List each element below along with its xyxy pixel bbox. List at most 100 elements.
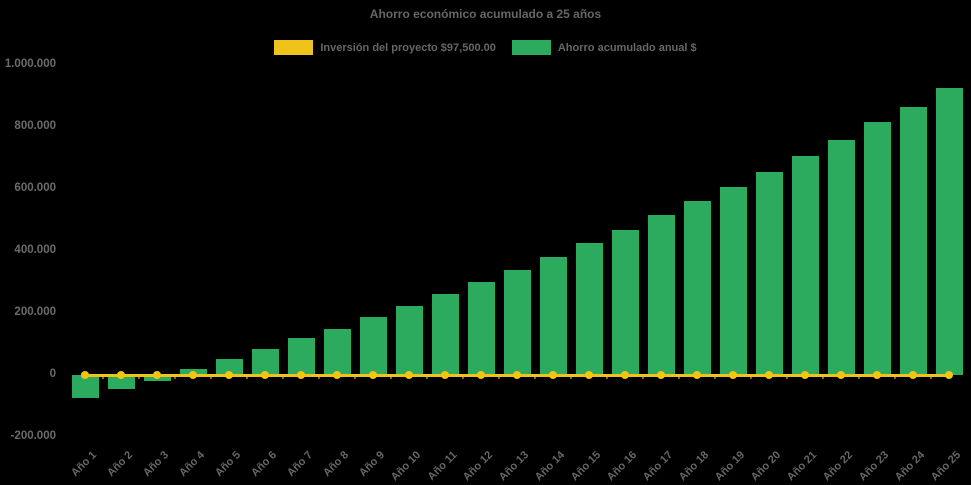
- x-axis-label: Año 8: [321, 449, 352, 480]
- y-axis-label: 800.000: [14, 120, 56, 132]
- x-axis-label: Año 21: [785, 449, 820, 484]
- bar-ano-6[interactable]: [251, 348, 279, 375]
- investment-point-ano-17[interactable]: [657, 371, 665, 379]
- investment-point-ano-8[interactable]: [333, 371, 341, 379]
- x-axis-label: Año 3: [141, 449, 172, 480]
- investment-point-ano-24[interactable]: [909, 371, 917, 379]
- x-axis-label: Año 7: [285, 449, 316, 480]
- legend-item-investment[interactable]: Inversión del proyecto $97,500.00: [274, 40, 496, 55]
- bar-ano-10[interactable]: [395, 306, 423, 375]
- investment-legend-swatch: [274, 40, 314, 55]
- x-axis-label: Año 19: [713, 449, 748, 484]
- bar-ano-2[interactable]: [107, 375, 135, 390]
- x-axis-label: Año 24: [893, 449, 928, 484]
- bar-ano-23[interactable]: [863, 121, 891, 375]
- x-axis-label: Año 12: [461, 449, 496, 484]
- x-axis-label: Año 10: [389, 449, 424, 484]
- bar-ano-12[interactable]: [467, 282, 495, 375]
- bar-ano-22[interactable]: [827, 139, 855, 375]
- x-axis-label: Año 16: [605, 449, 640, 484]
- x-axis-tick: [138, 376, 140, 379]
- investment-point-ano-13[interactable]: [513, 371, 521, 379]
- y-axis-label: 1.000.000: [4, 58, 56, 70]
- x-axis-label: Año 13: [497, 449, 532, 484]
- x-axis-label: Año 4: [177, 449, 208, 480]
- x-axis-tick: [894, 376, 896, 379]
- bar-ano-24[interactable]: [899, 106, 927, 375]
- x-axis-label: Año 2: [105, 449, 136, 480]
- investment-point-ano-1[interactable]: [81, 371, 89, 379]
- investment-point-ano-21[interactable]: [801, 371, 809, 379]
- x-axis-tick: [678, 376, 680, 379]
- bar-ano-21[interactable]: [791, 155, 819, 375]
- bar-ano-1[interactable]: [71, 375, 99, 398]
- bar-ano-20[interactable]: [755, 171, 783, 375]
- investment-point-ano-10[interactable]: [405, 371, 413, 379]
- x-axis-tick: [570, 376, 572, 379]
- bar-ano-17[interactable]: [647, 214, 675, 375]
- y-axis-label: 400.000: [14, 244, 56, 256]
- bar-ano-18[interactable]: [683, 201, 711, 375]
- x-axis-tick: [858, 376, 860, 379]
- bar-ano-9[interactable]: [359, 317, 387, 375]
- bar-ano-16[interactable]: [611, 230, 639, 375]
- x-axis-label: Año 9: [357, 449, 388, 480]
- bar-ano-25[interactable]: [935, 88, 963, 375]
- y-axis-label: 200.000: [14, 306, 56, 318]
- investment-point-ano-15[interactable]: [585, 371, 593, 379]
- investment-point-ano-20[interactable]: [765, 371, 773, 379]
- investment-point-ano-7[interactable]: [297, 371, 305, 379]
- x-axis-tick: [390, 376, 392, 379]
- y-axis-label: 600.000: [14, 182, 56, 194]
- x-axis-tick: [102, 376, 104, 379]
- x-axis-tick: [282, 376, 284, 379]
- bar-ano-8[interactable]: [323, 328, 351, 375]
- investment-point-ano-3[interactable]: [153, 371, 161, 379]
- investment-point-ano-23[interactable]: [873, 371, 881, 379]
- x-axis-label: Año 17: [641, 449, 676, 484]
- x-axis-tick: [318, 376, 320, 379]
- investment-point-ano-25[interactable]: [945, 371, 953, 379]
- x-axis-tick: [642, 376, 644, 379]
- investment-point-ano-9[interactable]: [369, 371, 377, 379]
- chart-title: Ahorro económico acumulado a 25 años: [369, 7, 602, 21]
- legend-item-savings[interactable]: Ahorro acumulado anual $: [511, 40, 697, 55]
- x-axis-tick: [498, 376, 500, 379]
- x-axis-label: Año 1: [69, 449, 100, 480]
- x-axis-label: Año 14: [533, 449, 568, 484]
- investment-point-ano-5[interactable]: [225, 371, 233, 379]
- x-axis-tick: [246, 376, 248, 379]
- chart-legend: Inversión del proyecto $97,500.00 Ahorro …: [0, 40, 971, 55]
- investment-point-ano-11[interactable]: [441, 371, 449, 379]
- legend-label-investment: Inversión del proyecto $97,500.00: [320, 41, 496, 54]
- investment-point-ano-12[interactable]: [477, 371, 485, 379]
- x-axis-tick: [822, 376, 824, 379]
- bar-ano-13[interactable]: [503, 269, 531, 375]
- x-axis-label: Año 18: [677, 449, 712, 484]
- x-axis-tick: [786, 376, 788, 379]
- investment-point-ano-16[interactable]: [621, 371, 629, 379]
- x-axis-tick: [750, 376, 752, 379]
- investment-point-ano-19[interactable]: [729, 371, 737, 379]
- investment-point-ano-2[interactable]: [117, 371, 125, 379]
- x-axis-tick: [354, 376, 356, 379]
- investment-point-ano-14[interactable]: [549, 371, 557, 379]
- x-axis-label: Año 20: [749, 449, 784, 484]
- bar-ano-5[interactable]: [215, 358, 243, 375]
- bar-ano-15[interactable]: [575, 242, 603, 375]
- x-axis-tick: [606, 376, 608, 379]
- bar-ano-14[interactable]: [539, 256, 567, 375]
- x-axis-label: Año 22: [821, 449, 856, 484]
- investment-point-ano-18[interactable]: [693, 371, 701, 379]
- x-axis-label: Año 5: [213, 449, 244, 480]
- investment-point-ano-6[interactable]: [261, 371, 269, 379]
- x-axis-tick: [930, 376, 932, 379]
- bar-ano-7[interactable]: [287, 338, 315, 375]
- bar-ano-11[interactable]: [431, 293, 459, 375]
- x-axis-tick: [426, 376, 428, 379]
- investment-point-ano-22[interactable]: [837, 371, 845, 379]
- investment-point-ano-4[interactable]: [189, 371, 197, 379]
- bar-ano-19[interactable]: [719, 186, 747, 375]
